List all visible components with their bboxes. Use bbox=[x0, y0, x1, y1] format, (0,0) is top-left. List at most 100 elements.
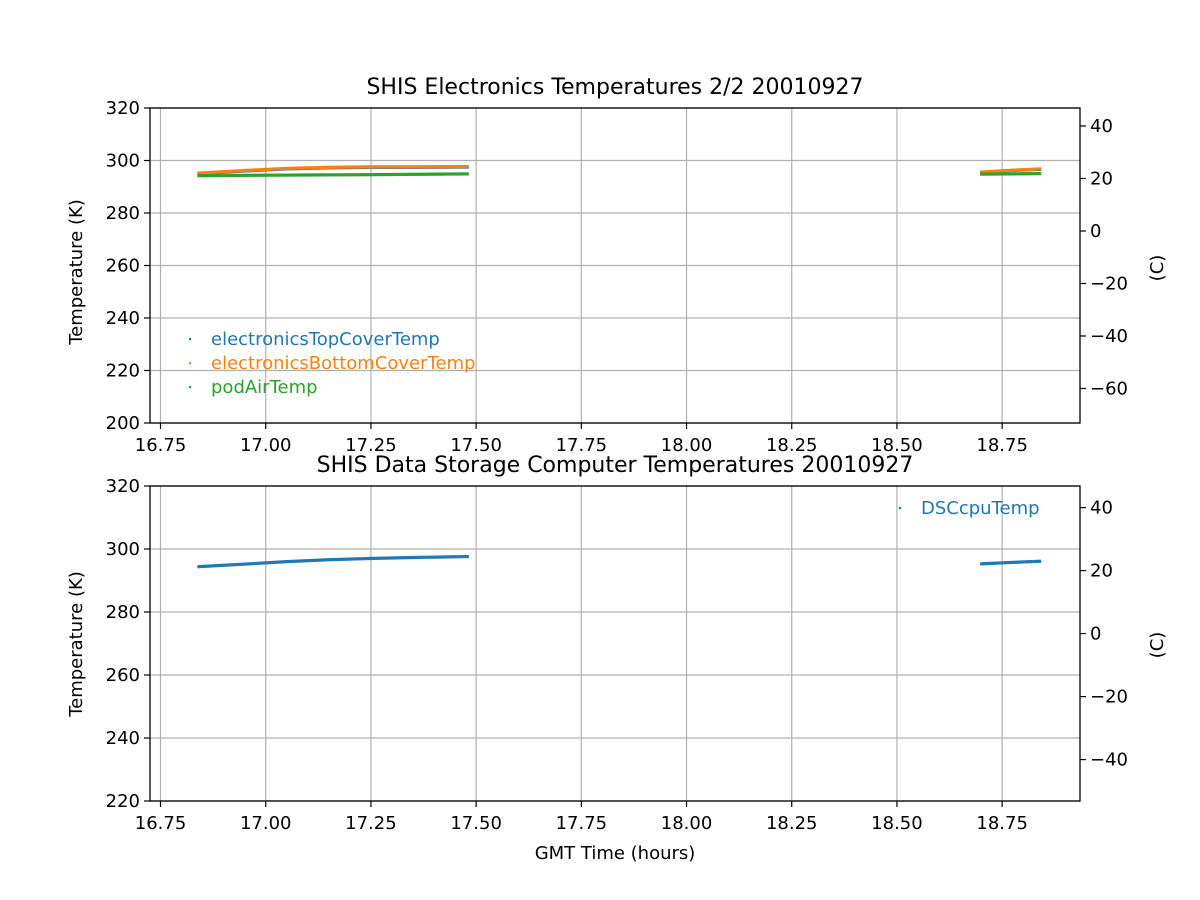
data-point bbox=[337, 557, 341, 562]
data-point bbox=[340, 173, 343, 177]
data-point bbox=[209, 564, 212, 568]
x-tick-label: 18.00 bbox=[661, 435, 713, 456]
data-point bbox=[330, 173, 333, 177]
data-point bbox=[346, 173, 349, 177]
data-point bbox=[299, 559, 302, 563]
data-point bbox=[275, 167, 278, 171]
y2-tick-label: −60 bbox=[1090, 378, 1128, 399]
data-point bbox=[403, 556, 407, 560]
data-point bbox=[215, 173, 218, 178]
data-point bbox=[261, 561, 264, 565]
data-point bbox=[205, 564, 208, 568]
data-point bbox=[436, 172, 439, 176]
data-point bbox=[430, 165, 433, 169]
data-point bbox=[377, 165, 381, 169]
data-point bbox=[418, 555, 421, 559]
data-point bbox=[432, 555, 435, 559]
data-point bbox=[361, 173, 365, 177]
data-point bbox=[237, 562, 240, 567]
data-point bbox=[310, 173, 313, 177]
x-tick-label: 17.75 bbox=[556, 813, 608, 834]
data-point bbox=[462, 555, 465, 559]
y-axis-ticks: 200 220 240 260 280 300 320 bbox=[106, 98, 150, 434]
data-point bbox=[343, 557, 347, 561]
data-point bbox=[236, 173, 240, 178]
data-point bbox=[273, 167, 276, 171]
data-point bbox=[1012, 168, 1015, 172]
data-point bbox=[247, 562, 250, 566]
data-point bbox=[323, 165, 327, 170]
data-point bbox=[1005, 172, 1008, 176]
data-point bbox=[244, 173, 248, 177]
data-point bbox=[361, 165, 365, 169]
data-point bbox=[356, 173, 359, 177]
data-point bbox=[406, 172, 409, 176]
data-point bbox=[314, 173, 317, 177]
y-axis-ticks: 220 240 260 280 300 320 bbox=[106, 476, 150, 812]
data-point bbox=[241, 168, 244, 173]
y2-tick-label: 20 bbox=[1090, 561, 1113, 582]
data-point bbox=[266, 173, 269, 177]
data-point bbox=[349, 165, 353, 169]
data-point bbox=[450, 165, 453, 169]
data-point bbox=[995, 561, 998, 565]
data-point bbox=[254, 173, 258, 177]
data-point bbox=[291, 559, 294, 563]
data-point bbox=[432, 172, 435, 176]
data-point bbox=[257, 168, 260, 172]
data-point bbox=[238, 173, 242, 178]
data-point bbox=[1004, 168, 1008, 173]
data-point bbox=[245, 168, 248, 172]
data-point bbox=[389, 556, 393, 560]
data-point bbox=[371, 556, 375, 561]
data-point bbox=[454, 164, 457, 169]
data-point bbox=[201, 171, 204, 175]
data-point bbox=[460, 555, 463, 559]
x-tick-label: 18.25 bbox=[766, 813, 818, 834]
data-point bbox=[276, 173, 279, 177]
y-tick-label: 280 bbox=[106, 203, 140, 224]
data-point bbox=[205, 171, 208, 175]
x-axis-ticks: 16.75 17.00 17.25 17.50 17.75 18.00 18.25 18.50… bbox=[135, 801, 1028, 834]
data-point bbox=[259, 168, 262, 172]
data-point bbox=[288, 173, 291, 177]
data-point bbox=[1030, 167, 1033, 171]
data-point bbox=[462, 172, 465, 176]
data-point bbox=[225, 563, 228, 567]
data-point bbox=[402, 172, 405, 177]
legend-entry: DSCcpuTemp bbox=[921, 498, 1040, 519]
data-point bbox=[412, 165, 415, 169]
data-point bbox=[1027, 172, 1030, 176]
data-point bbox=[1026, 560, 1029, 564]
data-point bbox=[354, 173, 357, 177]
x-tick-label: 18.75 bbox=[976, 813, 1028, 834]
data-point bbox=[418, 165, 421, 169]
data-point bbox=[1029, 172, 1032, 176]
data-point bbox=[1028, 167, 1031, 171]
data-point bbox=[395, 556, 399, 560]
data-point bbox=[321, 558, 325, 562]
data-point bbox=[339, 165, 343, 169]
data-point bbox=[345, 557, 349, 561]
data-point bbox=[426, 555, 429, 559]
data-point bbox=[424, 165, 427, 169]
data-point bbox=[420, 172, 423, 176]
data-point bbox=[444, 555, 447, 559]
panel-title: SHIS Data Storage Computer Temperatures … bbox=[317, 453, 914, 478]
data-point bbox=[414, 555, 417, 560]
data-point bbox=[428, 555, 431, 559]
data-point bbox=[207, 170, 210, 175]
data-point bbox=[1025, 172, 1028, 176]
data-point bbox=[241, 562, 244, 566]
data-point bbox=[452, 555, 455, 559]
data-point bbox=[211, 564, 214, 568]
data-point bbox=[450, 172, 453, 176]
data-point bbox=[284, 173, 287, 177]
data-point bbox=[223, 563, 226, 567]
data-point bbox=[436, 555, 439, 559]
data-point bbox=[1034, 559, 1038, 564]
data-point bbox=[295, 559, 298, 563]
data-point bbox=[367, 165, 371, 169]
data-point bbox=[383, 165, 387, 169]
data-point bbox=[285, 166, 288, 170]
